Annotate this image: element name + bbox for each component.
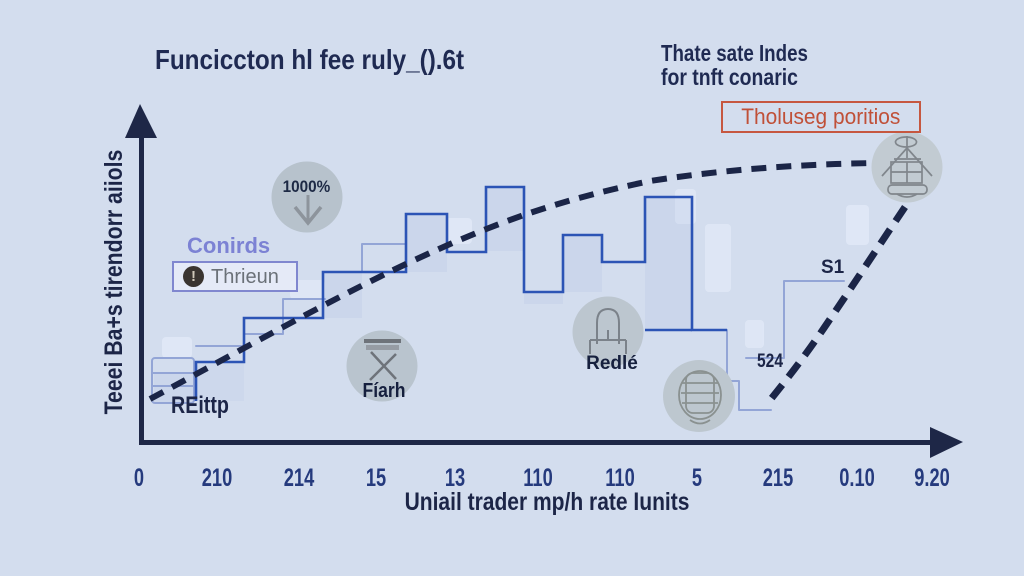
svg-text:Teeei Ba+s tirendorr aiiols: Teeei Ba+s tirendorr aiiols (99, 150, 127, 415)
